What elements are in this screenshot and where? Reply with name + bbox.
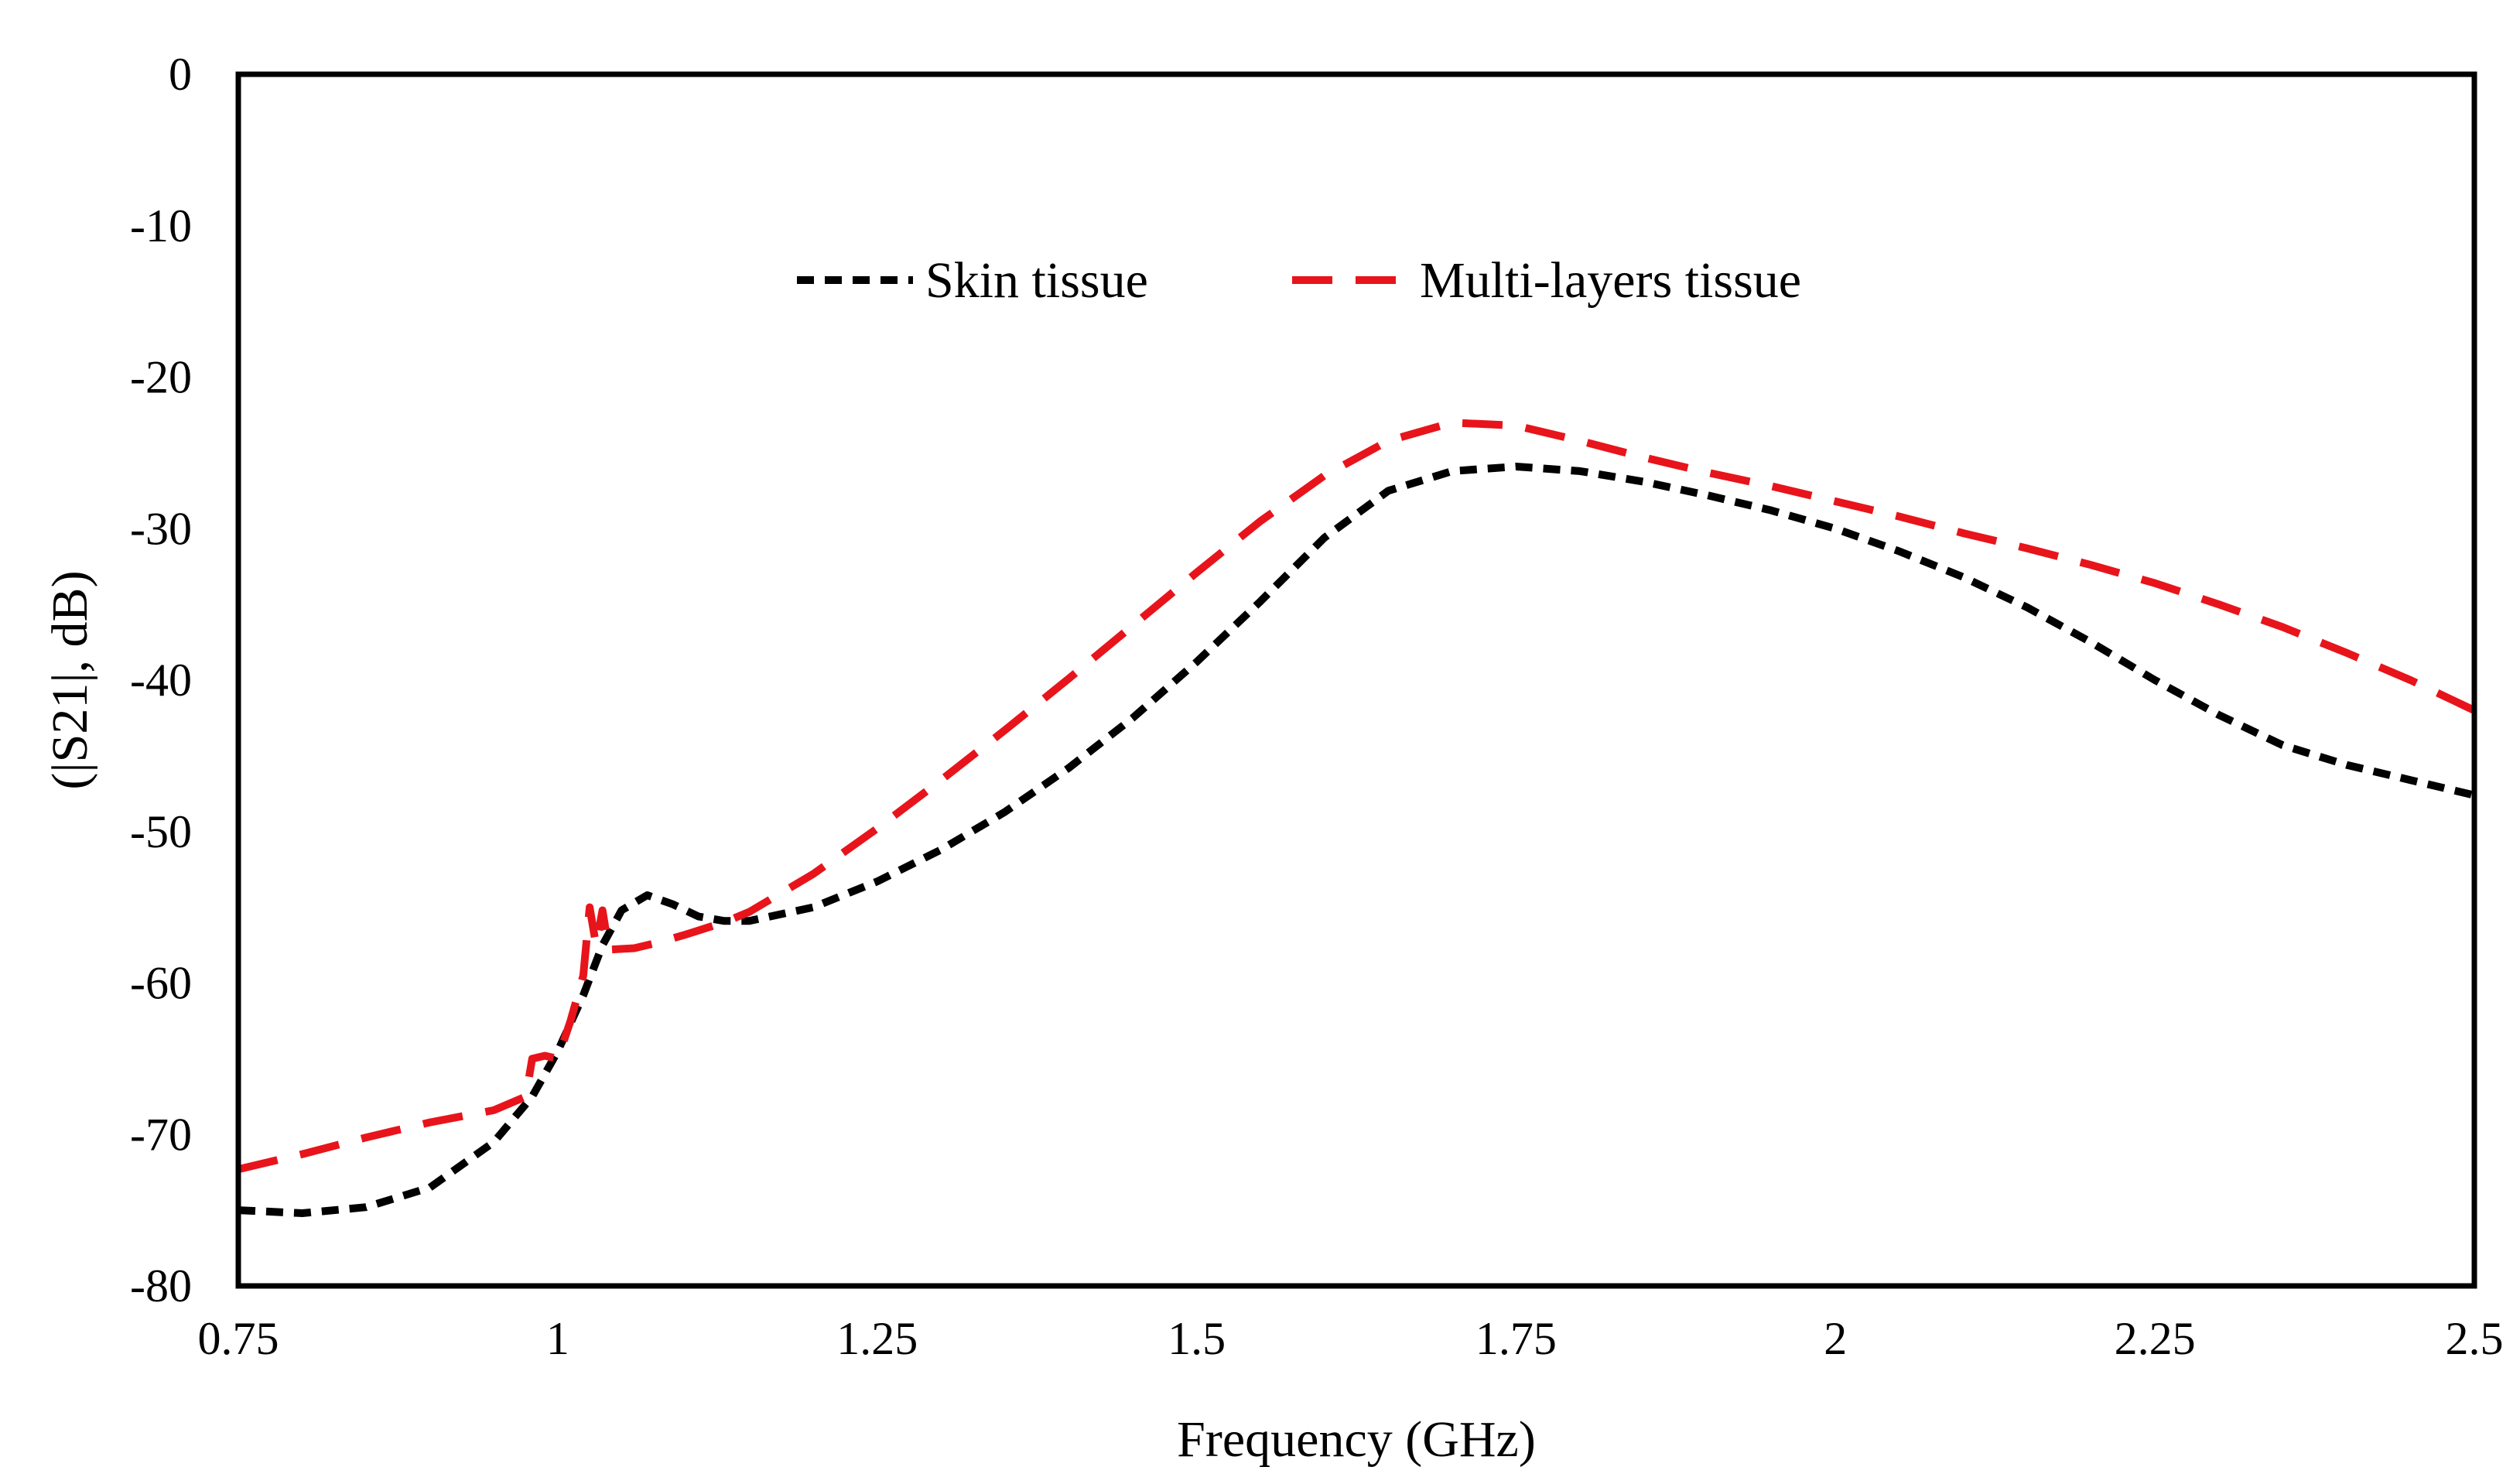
- plot-area-frame: [235, 71, 2477, 1289]
- x-tick-label: 1: [546, 1313, 569, 1364]
- x-tick-label: 2: [1824, 1313, 1847, 1364]
- x-tick-label: 1.25: [836, 1313, 918, 1364]
- y-axis-title: (|S21|, dB): [42, 570, 98, 789]
- y-tick-label: -50: [130, 806, 192, 857]
- y-axis-ticks: 0 -10 -20 -30 -40 -50 -60 -70 -80: [130, 49, 192, 1311]
- y-tick-label: -40: [130, 655, 192, 706]
- y-tick-label: -20: [130, 352, 192, 403]
- x-tick-label: 0.75: [198, 1313, 279, 1364]
- legend: Skin tissue Multi-layers tissue: [797, 252, 1801, 309]
- x-axis-ticks: 0.75 1 1.25 1.5 1.75 2 2.25 2.5: [198, 1313, 2504, 1364]
- y-tick-label: -70: [130, 1109, 192, 1160]
- y-tick-label: -10: [130, 200, 192, 251]
- y-tick-label: -60: [130, 958, 192, 1009]
- y-tick-label: -30: [130, 503, 192, 554]
- y-tick-label: 0: [169, 49, 192, 100]
- x-tick-label: 2.5: [2446, 1313, 2504, 1364]
- x-tick-label: 1.5: [1168, 1313, 1226, 1364]
- x-tick-label: 2.25: [2115, 1313, 2196, 1364]
- legend-label-multi-layers-tissue: Multi-layers tissue: [1420, 252, 1801, 309]
- legend-label-skin-tissue: Skin tissue: [925, 252, 1148, 309]
- x-tick-label: 1.75: [1475, 1313, 1557, 1364]
- series-layer: [237, 419, 2477, 1217]
- series-line-skin-tissue: [238, 463, 2476, 1217]
- y-tick-label: -80: [130, 1260, 192, 1311]
- x-axis-title: Frequency (GHz): [1177, 1411, 1536, 1468]
- series-line-multi-layers-tissue: [237, 419, 2477, 1174]
